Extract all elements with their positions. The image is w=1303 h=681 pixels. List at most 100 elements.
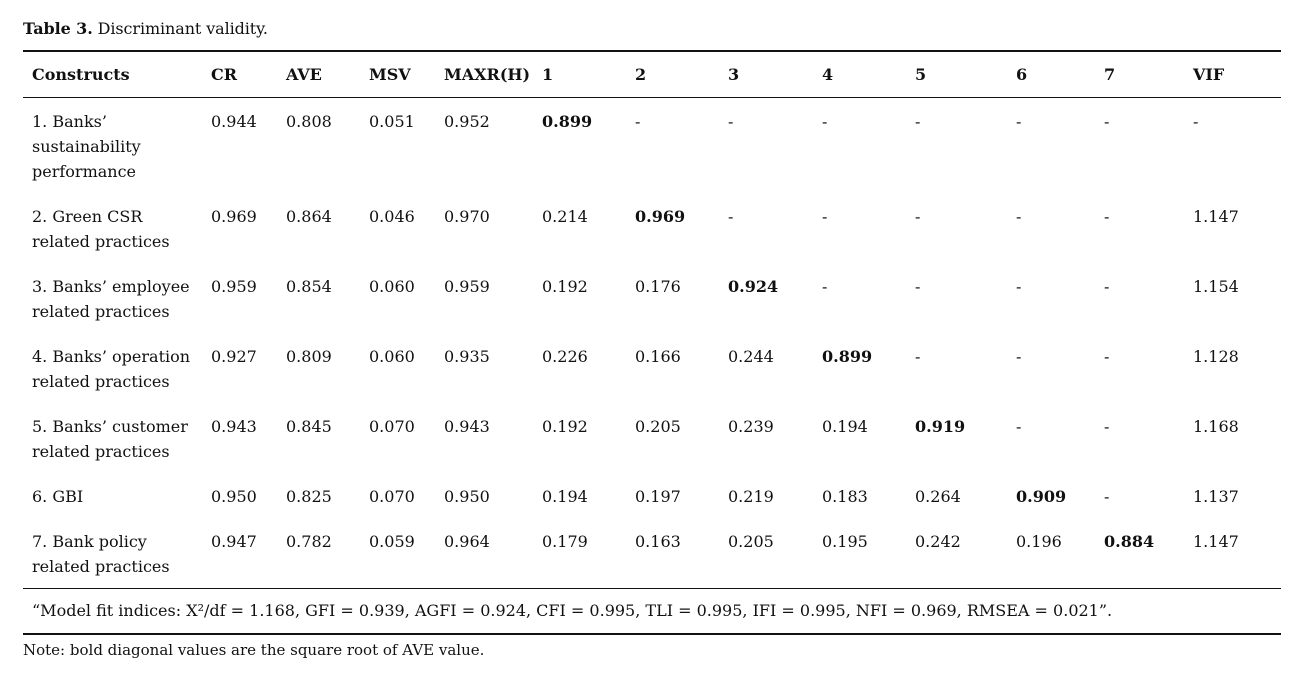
table-row: 1. Banks’ sustainability performance 0.9… xyxy=(23,97,1281,194)
vif-cell: 1.128 xyxy=(1193,347,1239,366)
correlation-cell: 0.192 xyxy=(542,277,588,296)
vif-cell: - xyxy=(1193,112,1199,131)
correlation-cell: - xyxy=(1104,347,1110,366)
maxrh-cell: 0.950 xyxy=(444,487,490,506)
header-cell: Constructs xyxy=(32,65,130,84)
correlation-cell: - xyxy=(728,207,734,226)
correlation-cell: - xyxy=(915,347,921,366)
maxrh-cell: 0.964 xyxy=(444,532,490,551)
msv-cell: 0.060 xyxy=(369,347,415,366)
fit-top-rule xyxy=(23,588,1281,589)
correlation-cell: - xyxy=(822,207,828,226)
cr-cell: 0.950 xyxy=(211,487,257,506)
cr-cell: 0.947 xyxy=(211,532,257,551)
diagonal-cell: 0.899 xyxy=(822,347,873,366)
msv-cell: 0.060 xyxy=(369,277,415,296)
header-row: Constructs CR AVE MSV MAXR(H) 1 2 3 4 5 … xyxy=(23,52,1281,97)
correlation-cell: - xyxy=(1104,417,1110,436)
cr-cell: 0.959 xyxy=(211,277,257,296)
diagonal-cell: 0.919 xyxy=(915,417,966,436)
diagonal-cell: 0.884 xyxy=(1104,532,1155,551)
correlation-cell: - xyxy=(822,277,828,296)
diagonal-cell: 0.969 xyxy=(635,207,686,226)
discriminant-validity-table: Constructs CR AVE MSV MAXR(H) 1 2 3 4 5 … xyxy=(23,52,1281,589)
correlation-cell: 0.242 xyxy=(915,532,961,551)
header-cell: VIF xyxy=(1193,65,1225,84)
maxrh-cell: 0.935 xyxy=(444,347,490,366)
header-cell: 1 xyxy=(542,65,554,84)
correlation-cell: - xyxy=(915,112,921,131)
header-cell: MAXR(H) xyxy=(444,65,531,84)
correlation-cell: 0.214 xyxy=(542,207,588,226)
correlation-cell: - xyxy=(915,277,921,296)
cr-cell: 0.943 xyxy=(211,417,257,436)
correlation-cell: 0.196 xyxy=(1016,532,1062,551)
construct-cell: 7. Bank policy related practices xyxy=(32,532,170,576)
correlation-cell: - xyxy=(728,112,734,131)
model-fit-indices: “Model fit indices: X²/df = 1.168, GFI =… xyxy=(32,601,1113,620)
correlation-cell: 0.195 xyxy=(822,532,868,551)
ave-cell: 0.845 xyxy=(286,417,332,436)
ave-cell: 0.809 xyxy=(286,347,332,366)
correlation-cell: - xyxy=(1016,277,1022,296)
ave-cell: 0.825 xyxy=(286,487,332,506)
header-cell: 3 xyxy=(728,65,740,84)
maxrh-cell: 0.970 xyxy=(444,207,490,226)
correlation-cell: 0.194 xyxy=(822,417,868,436)
correlation-cell: 0.166 xyxy=(635,347,681,366)
construct-cell: 4. Banks’ operation related practices xyxy=(32,347,191,391)
correlation-cell: - xyxy=(1104,487,1110,506)
maxrh-cell: 0.943 xyxy=(444,417,490,436)
header-cell: CR xyxy=(211,65,238,84)
msv-cell: 0.051 xyxy=(369,112,415,131)
diagonal-cell: 0.899 xyxy=(542,112,593,131)
vif-cell: 1.147 xyxy=(1193,532,1239,551)
table-caption-label: Table 3. xyxy=(23,19,93,38)
vif-cell: 1.147 xyxy=(1193,207,1239,226)
table-row: 5. Banks’ customer related practices 0.9… xyxy=(23,404,1281,474)
table-caption: Table 3. Discriminant validity. xyxy=(23,19,268,38)
correlation-cell: - xyxy=(1016,347,1022,366)
correlation-cell: 0.192 xyxy=(542,417,588,436)
correlation-cell: - xyxy=(822,112,828,131)
table-row: 2. Green CSR related practices 0.969 0.8… xyxy=(23,194,1281,264)
correlation-cell: - xyxy=(1104,277,1110,296)
correlation-cell: 0.179 xyxy=(542,532,588,551)
header-rule xyxy=(23,97,1281,98)
cr-cell: 0.944 xyxy=(211,112,257,131)
msv-cell: 0.046 xyxy=(369,207,415,226)
table-row: 7. Bank policy related practices 0.947 0… xyxy=(23,519,1281,589)
correlation-cell: - xyxy=(635,112,641,131)
correlation-cell: - xyxy=(915,207,921,226)
msv-cell: 0.070 xyxy=(369,417,415,436)
correlation-cell: - xyxy=(1016,417,1022,436)
correlation-cell: - xyxy=(1016,112,1022,131)
correlation-cell: 0.197 xyxy=(635,487,681,506)
construct-cell: 6. GBI xyxy=(32,487,84,506)
correlation-cell: 0.194 xyxy=(542,487,588,506)
correlation-cell: 0.163 xyxy=(635,532,681,551)
cr-cell: 0.969 xyxy=(211,207,257,226)
header-cell: AVE xyxy=(286,65,322,84)
correlation-cell: 0.176 xyxy=(635,277,681,296)
header-cell: 6 xyxy=(1016,65,1028,84)
cr-cell: 0.927 xyxy=(211,347,257,366)
correlation-cell: 0.244 xyxy=(728,347,774,366)
maxrh-cell: 0.959 xyxy=(444,277,490,296)
correlation-cell: 0.205 xyxy=(728,532,774,551)
construct-cell: 3. Banks’ employee related practices xyxy=(32,277,190,321)
construct-cell: 1. Banks’ sustainability performance xyxy=(32,112,141,181)
construct-cell: 5. Banks’ customer related practices xyxy=(32,417,188,461)
correlation-cell: 0.219 xyxy=(728,487,774,506)
vif-cell: 1.137 xyxy=(1193,487,1239,506)
ave-cell: 0.808 xyxy=(286,112,332,131)
correlation-cell: - xyxy=(1104,207,1110,226)
correlation-cell: 0.264 xyxy=(915,487,961,506)
msv-cell: 0.070 xyxy=(369,487,415,506)
bottom-rule xyxy=(23,633,1281,635)
table-caption-text: Discriminant validity. xyxy=(97,19,268,38)
table-row: 3. Banks’ employee related practices 0.9… xyxy=(23,264,1281,334)
correlation-cell: - xyxy=(1104,112,1110,131)
header-cell: 2 xyxy=(635,65,647,84)
header-cell: 5 xyxy=(915,65,927,84)
